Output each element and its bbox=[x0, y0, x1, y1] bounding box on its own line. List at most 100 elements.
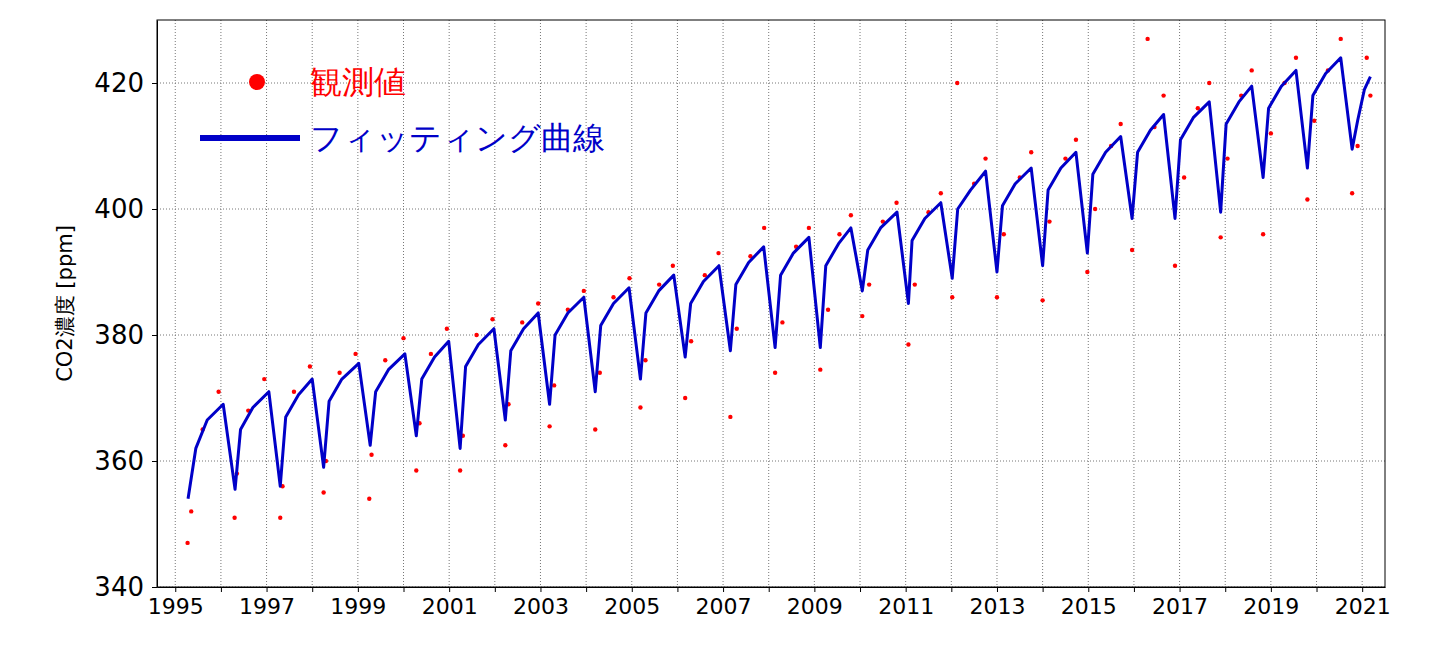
x-tick: 2017 bbox=[1152, 587, 1208, 619]
observed-point bbox=[826, 308, 830, 312]
x-grid-line bbox=[266, 20, 267, 587]
y-tick: 400 bbox=[94, 194, 157, 224]
observed-point bbox=[292, 390, 296, 394]
x-tick-label: 2005 bbox=[604, 594, 660, 619]
x-tick bbox=[1225, 587, 1226, 592]
observed-point bbox=[278, 516, 282, 520]
observed-point bbox=[735, 327, 739, 331]
legend-label: フィッティング曲線 bbox=[310, 119, 605, 157]
observed-point bbox=[1312, 119, 1316, 123]
x-tick-mark bbox=[860, 587, 861, 592]
x-grid-line bbox=[220, 20, 221, 587]
x-tick-mark bbox=[951, 587, 952, 592]
observed-point bbox=[262, 377, 266, 381]
observed-point bbox=[657, 282, 661, 286]
observed-point bbox=[906, 342, 910, 346]
x-tick bbox=[951, 587, 952, 592]
x-tick: 1995 bbox=[148, 587, 204, 619]
observed-point bbox=[671, 264, 675, 268]
observed-point bbox=[1182, 175, 1186, 179]
observed-point bbox=[1269, 131, 1273, 135]
y-tick-label: 380 bbox=[94, 320, 144, 350]
observed-point bbox=[401, 336, 405, 340]
x-tick: 2001 bbox=[422, 587, 478, 619]
y-tick-label: 400 bbox=[94, 194, 144, 224]
x-grid-line bbox=[1225, 20, 1226, 587]
observed-point bbox=[728, 415, 732, 419]
observed-point bbox=[1294, 56, 1298, 60]
observed-point bbox=[414, 468, 418, 472]
observed-point bbox=[627, 276, 631, 280]
observed-point bbox=[849, 213, 853, 217]
x-grid-line bbox=[905, 20, 906, 587]
observed-point bbox=[1085, 270, 1089, 274]
x-tick bbox=[677, 587, 678, 592]
x-tick-label: 1999 bbox=[330, 594, 386, 619]
x-grid-line bbox=[494, 20, 495, 587]
observed-point bbox=[383, 358, 387, 362]
y-tick-mark bbox=[152, 587, 157, 588]
x-tick bbox=[586, 587, 587, 592]
observed-point bbox=[1305, 197, 1309, 201]
x-tick-label: 2017 bbox=[1152, 594, 1208, 619]
x-tick-mark bbox=[404, 587, 405, 592]
observed-point bbox=[1130, 248, 1134, 252]
observed-point bbox=[185, 541, 189, 545]
y-tick-mark bbox=[152, 461, 157, 462]
x-tick bbox=[495, 587, 496, 592]
y-grid-line bbox=[157, 461, 1385, 462]
y-axis-line bbox=[157, 21, 158, 588]
y-grid-line bbox=[157, 209, 1385, 210]
y-tick-label: 420 bbox=[94, 68, 144, 98]
x-grid-line bbox=[1316, 20, 1317, 587]
observed-point bbox=[1040, 298, 1044, 302]
chart: 1995199719992001200320052007200920112013… bbox=[0, 0, 1440, 652]
x-grid-line bbox=[1088, 20, 1089, 587]
x-tick-mark bbox=[1271, 587, 1272, 592]
observed-point bbox=[683, 396, 687, 400]
observed-point bbox=[367, 497, 371, 501]
x-tick-mark bbox=[175, 587, 176, 592]
observed-point bbox=[1029, 150, 1033, 154]
x-tick: 2003 bbox=[513, 587, 569, 619]
observed-point bbox=[818, 367, 822, 371]
x-tick-label: 1995 bbox=[148, 594, 204, 619]
x-tick: 1999 bbox=[330, 587, 386, 619]
observed-point bbox=[321, 490, 325, 494]
observed-point bbox=[955, 81, 959, 85]
x-tick: 2015 bbox=[1061, 587, 1117, 619]
x-tick bbox=[221, 587, 222, 592]
x-grid-line bbox=[449, 20, 450, 587]
x-grid-line bbox=[403, 20, 404, 587]
x-tick-mark bbox=[586, 587, 587, 592]
x-tick bbox=[1317, 587, 1318, 592]
x-tick-mark bbox=[677, 587, 678, 592]
x-tick-mark bbox=[632, 587, 633, 592]
x-grid-line bbox=[860, 20, 861, 587]
x-tick: 2009 bbox=[787, 587, 843, 619]
x-tick-mark bbox=[1225, 587, 1226, 592]
x-tick-label: 1997 bbox=[239, 594, 295, 619]
observed-point bbox=[780, 320, 784, 324]
observed-point bbox=[520, 320, 524, 324]
x-grid-line bbox=[175, 20, 176, 587]
x-grid-line bbox=[312, 20, 313, 587]
x-tick: 2007 bbox=[696, 587, 752, 619]
observed-point bbox=[983, 156, 987, 160]
x-axis-line bbox=[158, 587, 1386, 588]
observed-point bbox=[1339, 37, 1343, 41]
observed-point bbox=[429, 352, 433, 356]
y-grid-line bbox=[157, 335, 1385, 336]
x-tick-label: 2007 bbox=[696, 594, 752, 619]
y-tick: 340 bbox=[94, 572, 157, 602]
x-tick-label: 2019 bbox=[1243, 594, 1299, 619]
legend-line bbox=[200, 135, 300, 141]
observed-point bbox=[458, 468, 462, 472]
observed-point bbox=[913, 282, 917, 286]
observed-point bbox=[807, 226, 811, 230]
y-tick-mark bbox=[152, 83, 157, 84]
y-axis: 340360380400420 bbox=[94, 21, 157, 602]
scatter-series bbox=[185, 37, 1372, 545]
observed-point bbox=[837, 232, 841, 236]
x-tick bbox=[1043, 587, 1044, 592]
